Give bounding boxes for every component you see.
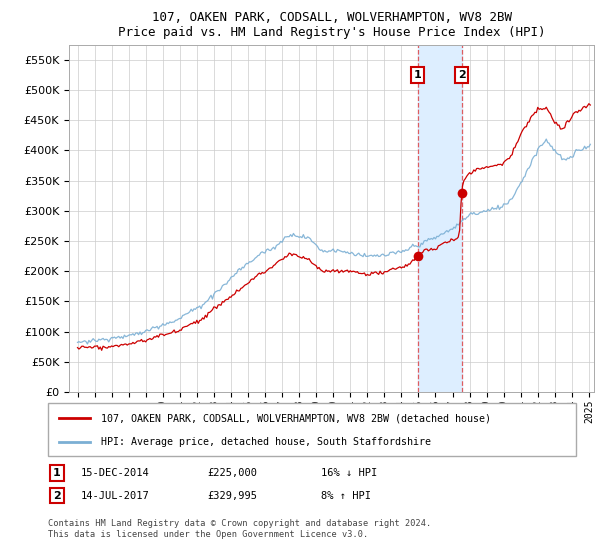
Text: 1: 1 bbox=[414, 70, 422, 80]
Text: 14-JUL-2017: 14-JUL-2017 bbox=[81, 491, 150, 501]
Text: £329,995: £329,995 bbox=[207, 491, 257, 501]
FancyBboxPatch shape bbox=[48, 403, 576, 456]
Text: 16% ↓ HPI: 16% ↓ HPI bbox=[321, 468, 377, 478]
Text: £225,000: £225,000 bbox=[207, 468, 257, 478]
Text: HPI: Average price, detached house, South Staffordshire: HPI: Average price, detached house, Sout… bbox=[101, 436, 431, 446]
Text: 2: 2 bbox=[458, 70, 466, 80]
Text: 15-DEC-2014: 15-DEC-2014 bbox=[81, 468, 150, 478]
Bar bbox=[418, 45, 462, 392]
Text: 8% ↑ HPI: 8% ↑ HPI bbox=[321, 491, 371, 501]
Text: 107, OAKEN PARK, CODSALL, WOLVERHAMPTON, WV8 2BW (detached house): 107, OAKEN PARK, CODSALL, WOLVERHAMPTON,… bbox=[101, 413, 491, 423]
Title: 107, OAKEN PARK, CODSALL, WOLVERHAMPTON, WV8 2BW
Price paid vs. HM Land Registry: 107, OAKEN PARK, CODSALL, WOLVERHAMPTON,… bbox=[118, 11, 545, 39]
Text: 2: 2 bbox=[53, 491, 61, 501]
Text: Contains HM Land Registry data © Crown copyright and database right 2024.
This d: Contains HM Land Registry data © Crown c… bbox=[48, 520, 431, 539]
Text: 1: 1 bbox=[53, 468, 61, 478]
